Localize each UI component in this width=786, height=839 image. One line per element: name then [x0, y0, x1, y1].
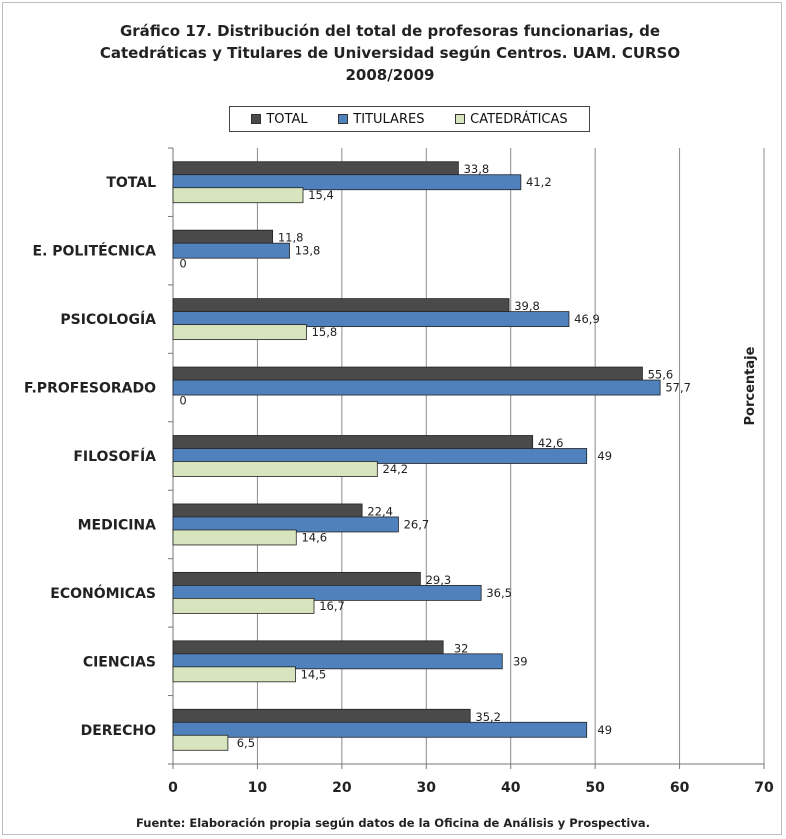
chart-title-line-2: Catedráticas y Titulares de Universidad …: [99, 44, 681, 62]
data-label: 13,8: [295, 244, 321, 258]
x-tick-label: 20: [332, 780, 352, 796]
data-label: 32: [454, 641, 469, 655]
legend-swatch-titulares: [338, 114, 349, 124]
legend-item-catedraticas: CATEDRÁTICAS: [455, 112, 568, 127]
bar-titulares: [172, 448, 588, 464]
data-label: 55,6: [648, 368, 674, 382]
category-label: CIENCIAS: [83, 654, 156, 670]
data-label: 41,2: [526, 175, 552, 189]
x-tick-label: 40: [501, 780, 521, 796]
data-label: 36,5: [486, 586, 512, 600]
y-axis-title: Porcentaje: [743, 346, 758, 425]
data-label: 24,2: [383, 462, 409, 476]
data-label: 42,6: [538, 436, 564, 450]
bar-catedráticas: [172, 597, 315, 614]
chart-legend: TOTAL TITULARES CATEDRÁTICAS: [229, 106, 590, 132]
data-label: 14,5: [301, 667, 327, 681]
data-label: 39,8: [514, 299, 540, 313]
x-tick-label: 70: [754, 780, 774, 796]
data-label: 46,9: [574, 312, 600, 326]
legend-label-catedraticas: CATEDRÁTICAS: [470, 111, 568, 127]
bar-titulares: [172, 311, 570, 328]
x-tick-label: 10: [248, 780, 268, 796]
legend-item-total: TOTAL: [251, 111, 308, 127]
bar-catedráticas: [172, 666, 296, 683]
bar-catedráticas: [172, 187, 304, 204]
data-label: 14,6: [301, 530, 327, 544]
data-label: 15,8: [312, 325, 338, 339]
legend-swatch-catedraticas: [455, 114, 466, 124]
bar-titulares: [172, 242, 290, 259]
legend-label-total: TOTAL: [266, 111, 308, 127]
bar-titulares: [172, 174, 522, 191]
bar-catedráticas: [172, 324, 307, 341]
x-tick-label: 60: [670, 780, 690, 796]
category-label: E. POLITÉCNICA: [33, 243, 157, 260]
data-label: 16,7: [319, 599, 345, 613]
category-label: FILOSOFÍA: [73, 448, 156, 465]
data-label: 29,3: [426, 573, 452, 587]
legend-swatch-total: [251, 114, 262, 124]
category-label: DERECHO: [81, 723, 157, 739]
data-label: 0: [179, 394, 186, 408]
data-label: 15,4: [308, 188, 334, 202]
bar-catedráticas: [172, 461, 378, 477]
data-label: 49: [597, 449, 612, 463]
chart-footnote: Fuente: Elaboración propia según datos d…: [136, 816, 650, 830]
data-label: 49: [597, 723, 612, 737]
x-tick-label: 30: [417, 780, 437, 796]
x-tick-label: 0: [168, 780, 178, 796]
data-label: 35,2: [475, 710, 501, 724]
chart-title-line-1: Gráfico 17. Distribución del total de pr…: [119, 22, 661, 40]
x-tick-label: 50: [585, 780, 605, 796]
data-label: 0: [179, 257, 186, 271]
bar-titulares: [172, 653, 503, 670]
data-label: 33,8: [464, 162, 490, 176]
chart-title: Gráfico 17. Distribución del total de pr…: [60, 20, 720, 86]
bar-titulares: [172, 584, 482, 601]
data-label: 22,4: [367, 504, 393, 518]
legend-item-titulares: TITULARES: [338, 112, 424, 127]
bar-titulares: [172, 379, 661, 396]
data-label: 39: [513, 654, 528, 668]
bar-catedráticas: [172, 734, 229, 751]
legend-label-titulares: TITULARES: [353, 111, 425, 127]
data-label: 6,5: [237, 736, 255, 750]
category-label: F.PROFESORADO: [24, 381, 156, 397]
data-label: 11,8: [278, 231, 304, 245]
bar-titulares: [172, 721, 588, 738]
category-label: TOTAL: [106, 175, 156, 191]
category-label: ECONÓMICAS: [50, 584, 156, 602]
bar-catedráticas: [172, 529, 297, 546]
data-label: 26,7: [404, 517, 430, 531]
data-label: 57,7: [665, 381, 691, 395]
category-label: MEDICINA: [78, 517, 157, 533]
chart-title-line-3: 2008/2009: [345, 66, 435, 84]
category-label: PSICOLOGÍA: [60, 311, 156, 328]
